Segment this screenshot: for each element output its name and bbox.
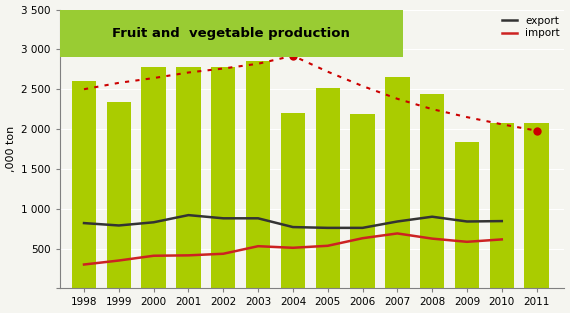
Bar: [351, 114, 374, 288]
Bar: [72, 81, 96, 288]
Bar: [420, 94, 445, 288]
Bar: [141, 67, 166, 288]
Bar: [246, 61, 270, 288]
Bar: [211, 67, 235, 288]
Bar: [455, 142, 479, 288]
Bar: [316, 89, 340, 288]
Bar: [107, 102, 131, 288]
FancyBboxPatch shape: [60, 10, 403, 57]
Text: Fruit and  vegetable production: Fruit and vegetable production: [112, 27, 350, 40]
Bar: [490, 124, 514, 288]
Bar: [176, 67, 201, 288]
Bar: [524, 124, 549, 288]
Legend: export, import: export, import: [498, 12, 564, 42]
Bar: [385, 77, 409, 288]
Bar: [280, 113, 305, 288]
Y-axis label: ,000 ton: ,000 ton: [6, 126, 15, 172]
